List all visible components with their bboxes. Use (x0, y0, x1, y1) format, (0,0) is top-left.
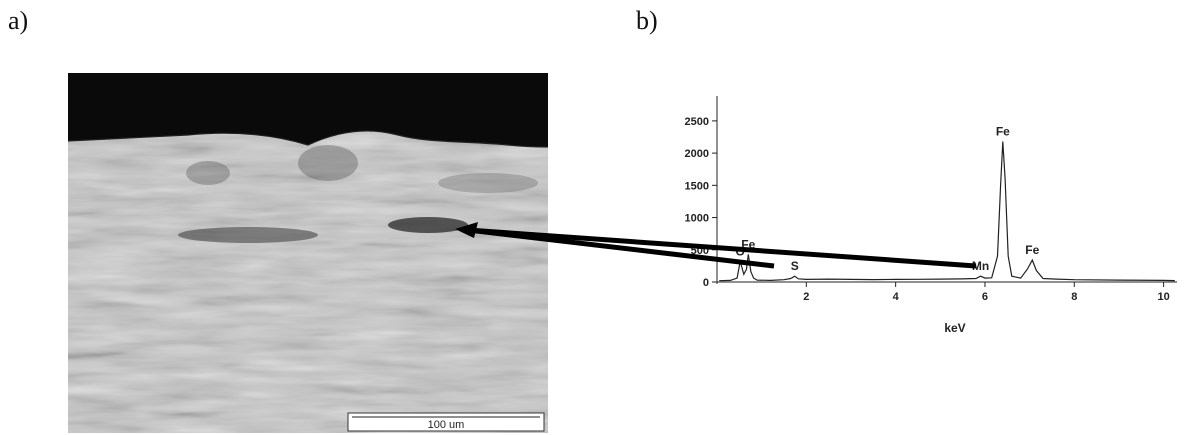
peak-label: Fe (996, 125, 1010, 139)
x-axis-label: keV (944, 321, 965, 335)
y-tick-label: 2500 (685, 116, 709, 128)
micrograph-image: 100 um (68, 73, 548, 433)
x-tick-label: 6 (982, 291, 988, 303)
peak-label: Fe (1025, 243, 1039, 257)
x-tick-label: 8 (1071, 291, 1077, 303)
peak-label: Fe (741, 237, 755, 251)
scale-bar-label: 100 um (428, 419, 465, 431)
spectrum-line (719, 141, 1175, 282)
panel-a-label: a) (8, 6, 29, 35)
x-tick-label: 10 (1157, 291, 1169, 303)
x-tick-label: 2 (803, 291, 809, 303)
y-tick-label: 500 (691, 245, 709, 257)
y-tick-label: 2000 (685, 148, 709, 160)
x-tick-label: 4 (893, 291, 900, 303)
peak-label: S (791, 259, 799, 273)
y-tick-label: 1500 (685, 180, 709, 192)
panel-b-label: b) (636, 6, 658, 35)
y-tick-label: 1000 (685, 213, 709, 225)
y-tick-label: 0 (703, 277, 709, 289)
peak-label: Mn (972, 259, 989, 273)
